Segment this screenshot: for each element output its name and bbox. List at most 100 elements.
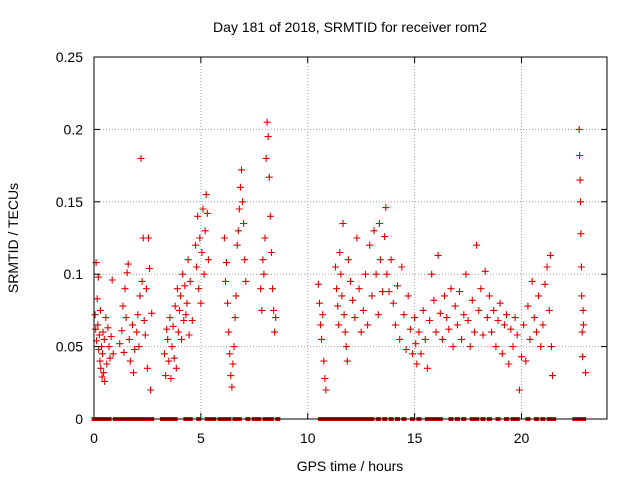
data-point xyxy=(381,233,389,241)
data-point xyxy=(413,360,421,368)
data-point xyxy=(203,209,211,217)
data-point xyxy=(220,234,228,242)
data-point xyxy=(417,350,425,358)
data-point xyxy=(97,364,105,372)
data-point xyxy=(349,296,357,304)
data-point xyxy=(241,256,249,264)
data-point xyxy=(100,335,108,343)
data-point xyxy=(179,270,187,278)
data-point xyxy=(344,256,352,264)
data-point xyxy=(107,333,115,340)
data-point xyxy=(137,154,145,162)
data-point xyxy=(103,360,111,368)
data-point xyxy=(332,263,339,271)
data-point xyxy=(404,292,412,300)
data-point xyxy=(123,269,131,277)
data-point xyxy=(533,328,540,336)
data-point xyxy=(423,364,431,372)
data-point xyxy=(166,314,174,322)
data-point xyxy=(100,369,108,377)
data-point xyxy=(224,299,232,307)
data-point xyxy=(96,357,104,365)
data-point xyxy=(391,321,399,329)
data-point xyxy=(383,270,391,278)
data-point xyxy=(257,285,265,293)
data-point xyxy=(505,360,513,368)
data-point xyxy=(577,230,585,238)
data-point xyxy=(409,350,416,358)
x-tick-label: 5 xyxy=(197,430,205,446)
data-point xyxy=(124,260,132,268)
data-point xyxy=(232,292,240,300)
data-point xyxy=(230,343,238,351)
data-point xyxy=(376,256,384,264)
data-point xyxy=(351,314,359,322)
data-point xyxy=(105,343,113,351)
data-point xyxy=(194,212,202,220)
data-point xyxy=(359,306,367,314)
data-point xyxy=(485,292,493,300)
data-point xyxy=(177,292,185,300)
data-point xyxy=(126,357,134,365)
data-point xyxy=(262,154,270,162)
data-point xyxy=(318,335,326,343)
data-point xyxy=(522,357,530,365)
data-point xyxy=(161,350,168,358)
data-point xyxy=(227,372,235,380)
data-point xyxy=(142,285,150,293)
data-point xyxy=(195,285,203,293)
data-point xyxy=(488,328,496,336)
data-point xyxy=(104,324,112,332)
data-point xyxy=(258,306,266,314)
x-tick-label: 20 xyxy=(514,430,530,446)
data-point xyxy=(265,173,273,181)
data-point xyxy=(99,328,107,336)
data-point xyxy=(411,314,419,322)
data-point xyxy=(582,369,590,377)
data-point xyxy=(164,335,172,343)
data-point xyxy=(145,234,152,242)
data-point xyxy=(576,176,584,184)
data-point xyxy=(169,322,177,330)
data-point xyxy=(464,317,472,324)
data-point xyxy=(119,302,127,310)
data-point xyxy=(481,267,489,275)
data-point xyxy=(121,285,129,293)
data-point xyxy=(116,340,124,348)
data-point xyxy=(428,270,436,278)
data-point xyxy=(317,321,325,329)
data-point xyxy=(120,348,128,356)
data-point xyxy=(430,296,438,304)
data-point xyxy=(133,328,141,336)
data-point xyxy=(477,285,485,293)
data-point xyxy=(242,277,250,285)
data-point xyxy=(507,325,515,333)
data-point xyxy=(436,309,444,317)
data-point xyxy=(355,285,363,293)
data-point xyxy=(456,288,463,296)
data-point xyxy=(496,299,504,307)
data-point xyxy=(131,346,139,353)
data-point xyxy=(337,270,345,278)
data-point xyxy=(102,314,110,322)
data-point xyxy=(134,311,142,319)
data-point xyxy=(172,364,180,372)
data-point xyxy=(340,311,348,319)
data-point xyxy=(321,375,329,382)
data-point xyxy=(513,331,521,339)
data-point xyxy=(231,314,239,322)
data-point xyxy=(182,311,190,319)
data-point xyxy=(333,285,341,293)
data-point xyxy=(382,204,390,212)
data-point xyxy=(266,212,274,220)
data-point xyxy=(400,311,408,319)
data-point xyxy=(122,314,130,322)
data-point xyxy=(176,306,183,314)
data-point xyxy=(204,256,212,264)
y-axis-label: SRMTID / TECUs xyxy=(5,183,21,293)
data-point xyxy=(364,321,372,329)
data-point xyxy=(577,263,585,271)
data-point xyxy=(541,280,549,288)
data-point xyxy=(473,241,481,249)
data-point xyxy=(260,270,268,278)
